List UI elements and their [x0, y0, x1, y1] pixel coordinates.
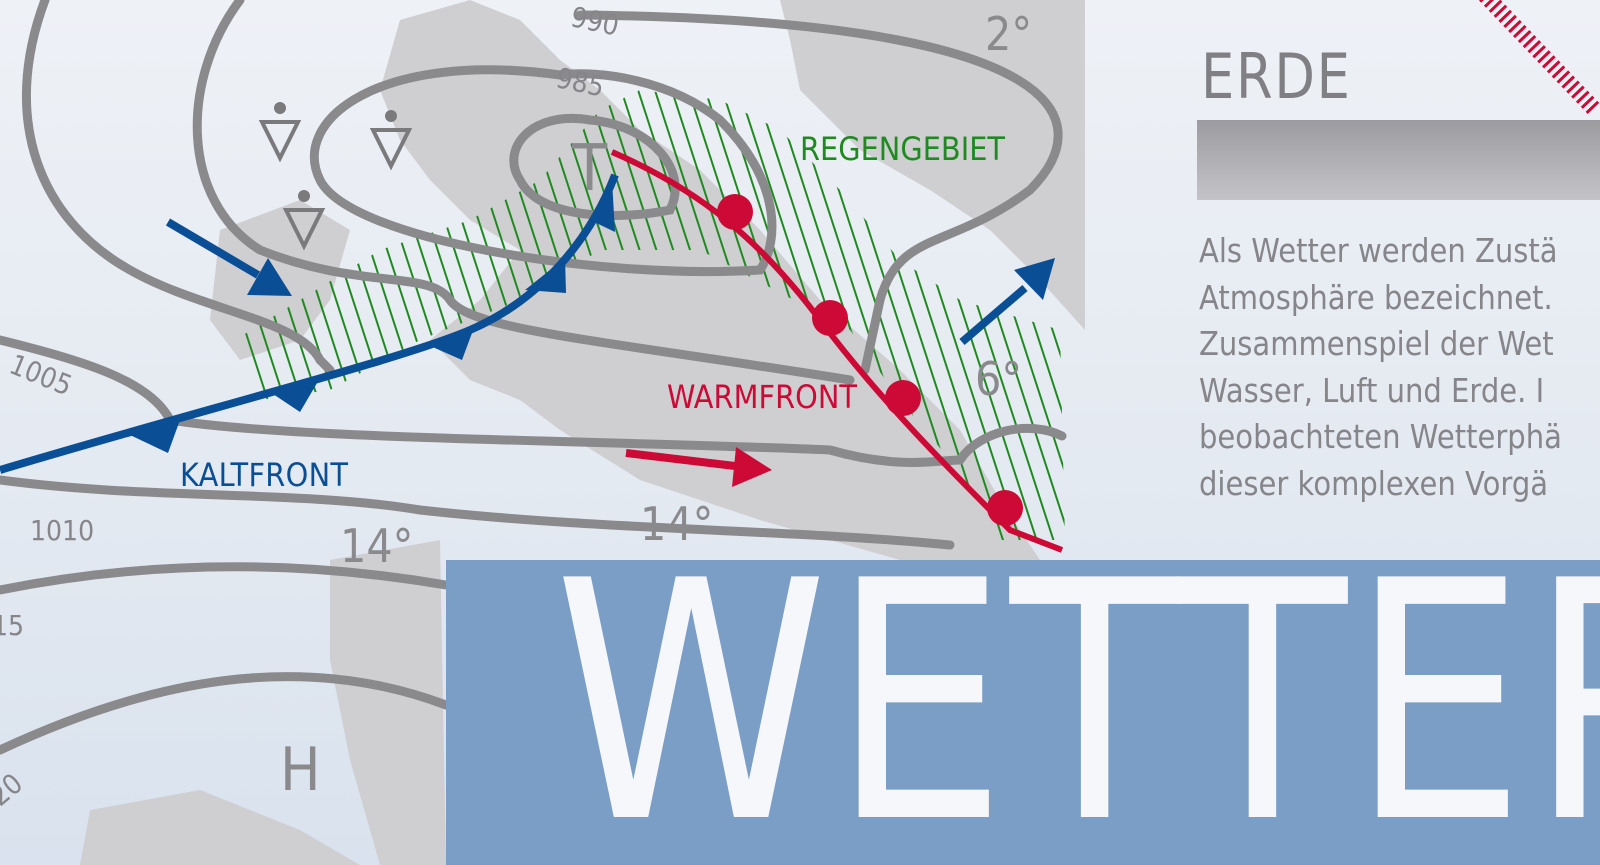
paragraph-line: Zusammenspiel der Wet — [1199, 324, 1554, 363]
paragraph: Als Wetter werden Zustä Atmosphäre bezei… — [1199, 228, 1569, 507]
cold-front-label: KALTFRONT — [180, 456, 348, 494]
isobars — [0, 0, 1067, 755]
isobar-label: 990 — [568, 0, 622, 42]
high-pressure-label: H — [280, 735, 321, 805]
paragraph-line: Wasser, Luft und Erde. I — [1199, 370, 1545, 410]
paragraph-line: dieser komplexen Vorgä — [1199, 463, 1549, 503]
isobar-label: 1010 — [30, 514, 94, 547]
gray-bar — [1197, 120, 1600, 200]
temperature-label: 6° — [975, 352, 1022, 406]
weather-map: 990 985 1005 1010 15 20 T H 2° 6° 14° 14… — [0, 0, 1085, 865]
section-heading: ERDE — [1201, 40, 1352, 113]
temperature-label: 14° — [640, 497, 713, 551]
temperature-label: 14° — [340, 519, 413, 573]
rain-area-hatch — [235, 90, 1065, 540]
paragraph-line: Atmosphäre bezeichnet. — [1199, 277, 1553, 317]
shower-icons — [258, 102, 413, 251]
paragraph-line: Als Wetter werden Zustä — [1199, 231, 1558, 270]
isobar-label: 20 — [0, 767, 29, 813]
low-pressure-label: T — [571, 132, 608, 206]
wind-arrow-icons — [165, 218, 1055, 487]
title-banner: WETTER — [446, 560, 1600, 865]
temperature-label: 2° — [985, 7, 1032, 61]
banner-title: WETTER — [554, 560, 1600, 865]
isobar-label: 15 — [0, 609, 24, 642]
warm-front-label: WARMFRONT — [667, 378, 857, 416]
decorative-hatched-stripe — [1478, 0, 1600, 116]
paragraph-line: beobachteten Wetterphä — [1199, 417, 1562, 456]
cold-front — [0, 173, 619, 474]
rain-area-label: REGENGEBIET — [800, 130, 1005, 168]
info-panel: ERDE Als Wetter werden Zustä Atmosphäre … — [1085, 0, 1600, 560]
warm-front — [610, 149, 1064, 553]
